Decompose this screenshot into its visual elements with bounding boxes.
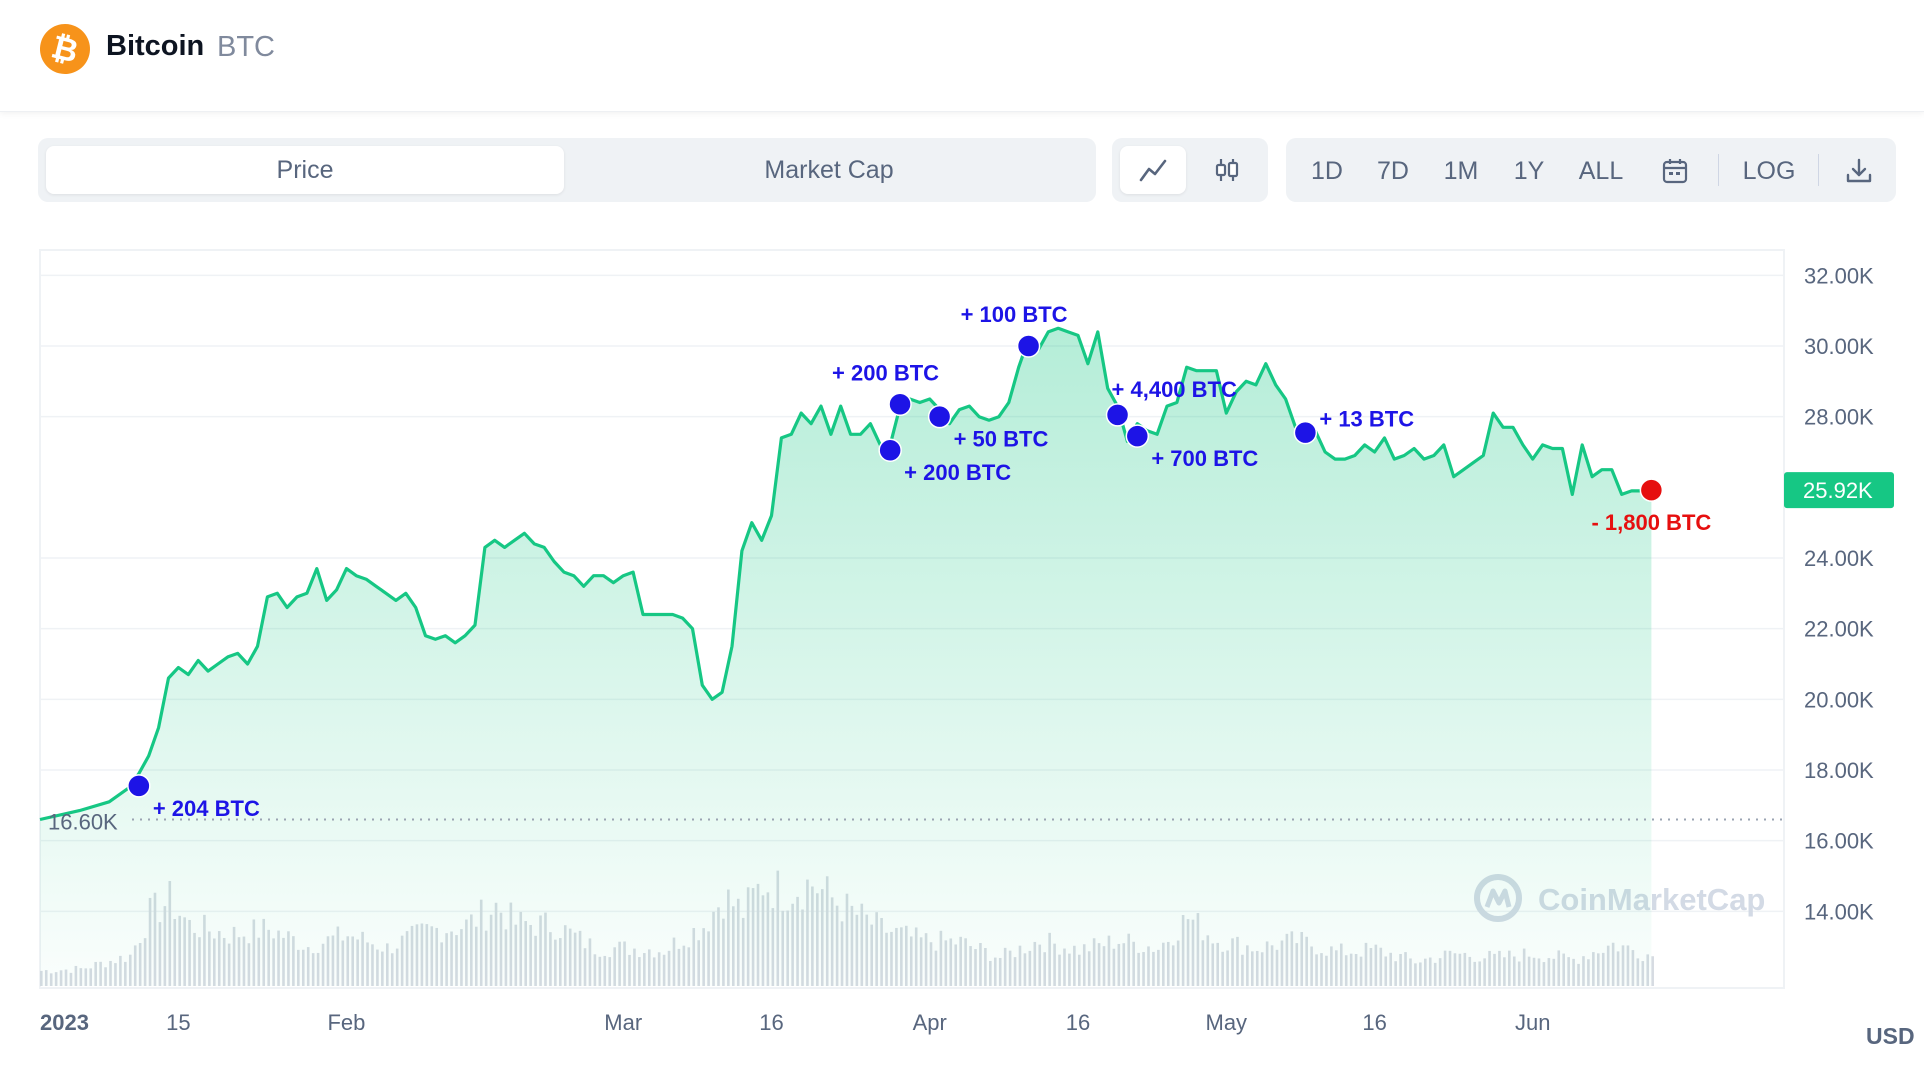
y-axis: 32.00K 30.00K 28.00K 24.00K 22.00K 20.00K 18.0… [1804,263,1874,924]
y-tick-label: 32.00K [1804,263,1874,288]
annotation-label: + 700 BTC [1151,446,1258,471]
price-area-fill [40,328,1652,986]
buy-marker[interactable] [878,438,902,462]
toolbar-divider [1818,154,1819,186]
line-chart-icon [1139,159,1167,182]
buy-marker[interactable] [888,392,912,417]
tab-market-cap[interactable]: Market Cap [764,155,894,184]
y-tick-label: 22.00K [1804,617,1874,642]
download-button[interactable] [1834,154,1884,188]
timeframe-1m[interactable]: 1M [1443,156,1479,185]
line-chart-button[interactable] [1120,146,1186,194]
y-tick-label: 18.00K [1804,758,1874,783]
y-tick-label: 30.00K [1804,334,1874,359]
timeframe-1y[interactable]: 1Y [1513,156,1545,185]
current-price-badge [1784,472,1894,509]
x-tick-label: 16 [759,1010,783,1035]
timeframe-all[interactable]: ALL [1578,156,1624,185]
y-tick-label: 28.00K [1804,405,1874,430]
y-tick-label: 20.00K [1804,687,1874,712]
timeframe-1d[interactable]: 1D [1311,156,1343,185]
price-chart[interactable]: CoinMarketCap 16.60K 32.00K30.00K28.00K2… [0,240,1924,1082]
x-tick-label: Apr [913,1010,947,1035]
calendar-button[interactable] [1652,154,1698,188]
price-line [39,326,1652,822]
buy-marker[interactable] [1016,334,1041,358]
volume-bar [1651,956,1654,986]
sell-marker[interactable] [1639,478,1664,502]
currency-label: USD [1866,1023,1915,1049]
buy-marker[interactable] [127,774,151,798]
start-price-label: 16.60K [48,809,118,834]
candlestick-icon [1215,159,1239,181]
annotation-label: + 200 BTC [904,460,1011,485]
annotation-label: + 200 BTC [832,360,939,385]
x-tick-label: Feb [327,1010,365,1035]
coin-symbol: BTC [217,31,275,63]
timeframe-switcher: 1D 7D 1M 1Y ALL LOG [1286,138,1896,202]
annotation-label: + 50 BTC [954,427,1049,452]
annotation-label: + 100 BTC [961,302,1068,327]
page-header: ₿ Bitcoin BTC [0,0,1924,112]
annotation-label: + 13 BTC [1319,407,1414,432]
annotation-label: - 1,800 BTC [1591,510,1711,535]
y-tick-label: 16.00K [1804,829,1874,854]
annotation-label: + 4,400 BTC [1112,377,1237,402]
timeframe-7d[interactable]: 7D [1377,156,1409,185]
x-tick-label: 16 [1066,1010,1090,1035]
coin-name: Bitcoin [106,30,205,62]
toolbar-divider [1718,154,1719,186]
calendar-icon [1662,159,1688,184]
x-tick-label: Jun [1515,1010,1550,1035]
x-tick-label: 15 [166,1010,190,1035]
y-tick-label: 24.00K [1804,546,1874,571]
chart-type-switcher [1112,138,1268,202]
log-scale-toggle[interactable]: LOG [1742,156,1796,185]
buy-marker[interactable] [1105,403,1130,427]
bitcoin-logo-icon: ₿ [34,18,96,80]
trade-annotations: + 204 BTC + 200 BTC + 200 BTC + 50 BTC + 100… [127,302,1711,821]
current-price-value: 25.92K [1803,478,1873,503]
y-tick-label: 14.00K [1804,899,1874,924]
download-icon [1846,158,1872,183]
x-tick-label: May [1206,1010,1248,1035]
buy-marker[interactable] [927,404,952,429]
candlestick-button[interactable] [1194,146,1260,194]
x-tick-label: 2023 [40,1010,89,1035]
metric-switcher: Price Market Cap [38,138,1096,202]
buy-marker[interactable] [1125,424,1150,448]
x-tick-label: Mar [604,1010,642,1035]
price-area [39,326,1652,986]
current-price-tag: 25.92K [1784,472,1894,509]
x-tick-label: 16 [1362,1010,1386,1035]
plot-frame [39,249,1785,989]
x-axis: 2023 15 Feb Mar 16 Apr 16 May 16 Jun [40,1010,1550,1035]
buy-marker[interactable] [1293,420,1318,445]
annotation-label: + 204 BTC [153,796,260,821]
tab-price[interactable]: Price [46,146,564,194]
